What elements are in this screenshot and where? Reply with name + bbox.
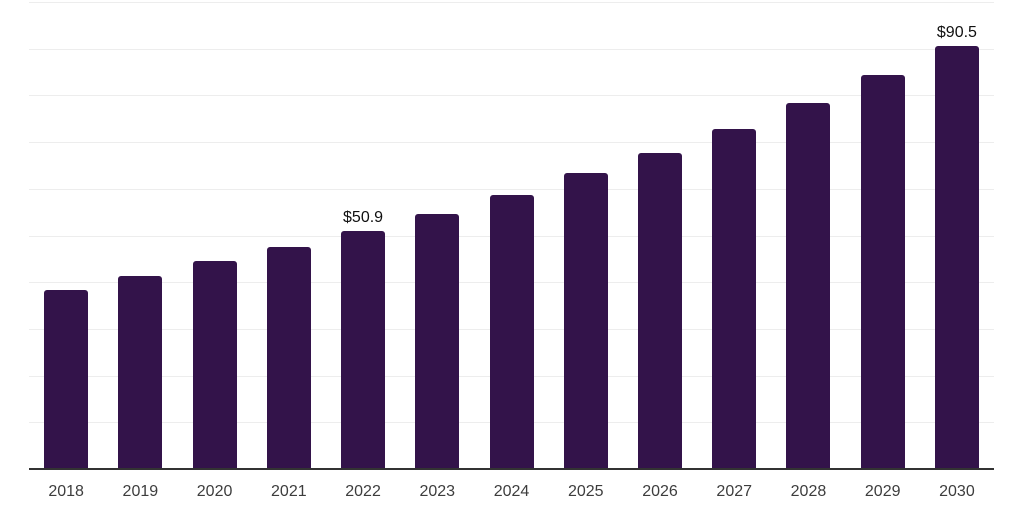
x-tick-label: 2022 (345, 483, 381, 500)
bar-value-label: $90.5 (936, 23, 977, 41)
bar-slot (177, 2, 251, 469)
plot-area: $50.9 $90.5 (29, 2, 994, 470)
gridline (29, 2, 994, 3)
x-tick-label: 2030 (939, 483, 975, 500)
bars: $50.9 $90.5 (29, 2, 994, 469)
bar-2020 (192, 260, 237, 469)
x-tick-label: 2026 (642, 483, 678, 500)
bar-slot (549, 2, 623, 469)
bar-2029 (860, 74, 905, 469)
bar-slot: $50.9 (326, 2, 400, 469)
gridline (29, 95, 994, 97)
bar-2022 (341, 231, 386, 469)
bar-slot (771, 2, 845, 469)
bar-2024 (489, 195, 534, 469)
bar-slot (697, 2, 771, 469)
x-tick-label: 2021 (271, 483, 307, 500)
bar-2018 (44, 289, 89, 469)
bar-slot: $90.5 (920, 2, 994, 469)
x-tick-label: 2019 (122, 483, 159, 500)
bar-slot (252, 2, 326, 469)
bar-slot (846, 2, 920, 469)
bar-slot (400, 2, 474, 469)
x-tick-label: 2029 (864, 483, 901, 500)
gridline (29, 48, 994, 50)
bar-slot (103, 2, 177, 469)
bar-2030 (934, 46, 979, 469)
x-axis-labels: 2018 2019 2020 2021 2022 2023 2024 2025 2026 2027… (29, 482, 994, 501)
x-tick-label: 2023 (419, 483, 456, 500)
x-tick-label: 2025 (567, 483, 604, 500)
bar-2028 (786, 102, 831, 469)
bar-2027 (712, 128, 757, 469)
bar-slot (474, 2, 548, 469)
x-tick-label: 2020 (196, 483, 233, 500)
bar-2025 (563, 173, 608, 469)
x-tick-label: 2028 (790, 483, 827, 500)
x-tick-label: 2027 (716, 483, 753, 500)
x-axis-line (29, 468, 994, 470)
gridline (29, 188, 994, 190)
bar-2019 (118, 276, 163, 469)
bar-2026 (637, 152, 682, 469)
gridline (29, 142, 994, 144)
bar-2023 (415, 213, 460, 469)
bar-value-label: $50.9 (343, 208, 384, 226)
bar-2021 (266, 247, 311, 469)
bar-slot (29, 2, 103, 469)
x-tick-label: 2024 (493, 483, 530, 500)
bar-slot (623, 2, 697, 469)
x-tick-label: 2018 (48, 483, 84, 500)
